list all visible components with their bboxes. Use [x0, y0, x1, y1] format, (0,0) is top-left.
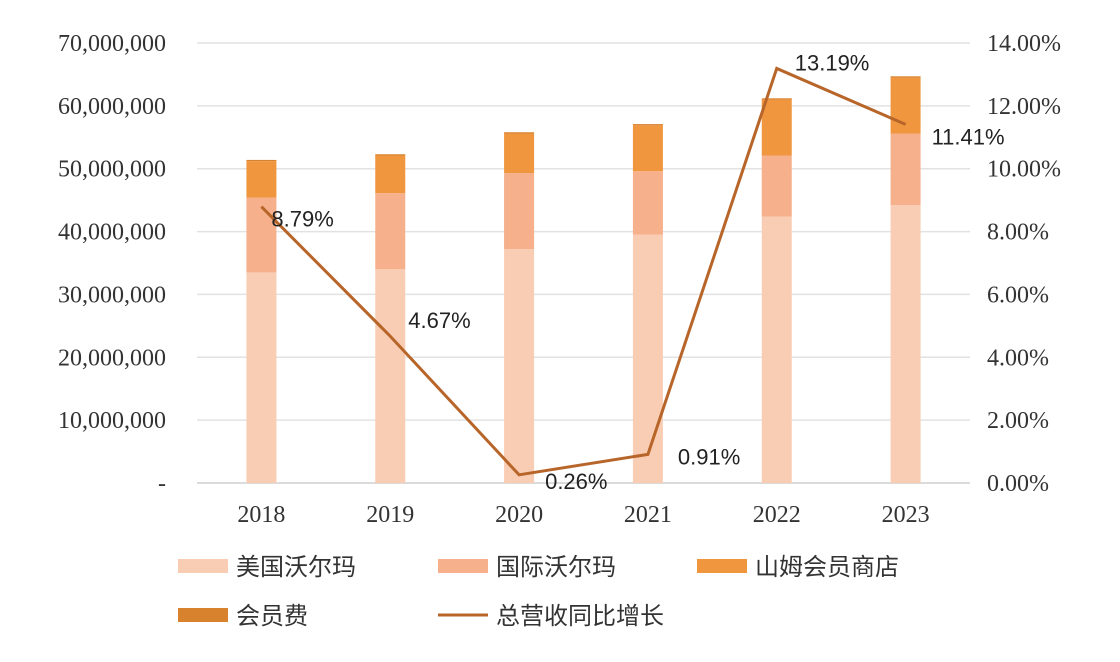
x-axis-tick: 2022	[753, 502, 801, 528]
left-axis-tick: -	[158, 471, 166, 497]
bar-segment	[632, 171, 663, 235]
right-axis-tick: 0.00%	[987, 471, 1049, 497]
legend-swatch	[178, 559, 228, 573]
right-axis-tick: 4.00%	[987, 345, 1049, 371]
bar-segment	[246, 159, 277, 162]
right-axis-tick: 6.00%	[987, 282, 1049, 308]
data-label: 8.79%	[271, 207, 333, 232]
legend-swatch	[438, 559, 488, 573]
right-axis-tick: 10.00%	[987, 157, 1061, 183]
bar-segment	[504, 132, 535, 134]
right-axis-tick: 12.00%	[987, 94, 1061, 120]
legend-label: 国际沃尔玛	[496, 553, 616, 581]
bar-segment	[761, 216, 792, 483]
bar-segment	[890, 77, 921, 134]
left-axis-tick: 30,000,000	[58, 282, 166, 308]
bar-segment	[890, 133, 921, 206]
bar-segment	[504, 133, 535, 174]
bar-segment	[375, 155, 406, 194]
bar-segment	[761, 98, 792, 100]
legend-label: 会员费	[236, 602, 308, 630]
left-axis-tick: 40,000,000	[58, 220, 166, 246]
bar-segment	[632, 234, 663, 483]
bar-segment	[890, 205, 921, 483]
x-axis-tick: 2019	[366, 502, 414, 528]
left-axis-tick: 50,000,000	[58, 157, 166, 183]
legend-label: 山姆会员商店	[755, 553, 899, 581]
bar-segment	[504, 173, 535, 250]
x-axis-tick: 2021	[624, 502, 672, 528]
bar-segment	[246, 272, 277, 483]
data-label: 4.67%	[408, 308, 470, 333]
data-label: 0.26%	[545, 469, 607, 494]
bar-segment	[761, 155, 792, 217]
legend-swatch	[178, 608, 228, 622]
legend-label: 美国沃尔玛	[236, 553, 356, 581]
bar-segment	[375, 193, 406, 270]
left-axis-tick: 20,000,000	[58, 345, 166, 371]
left-axis-tick: 10,000,000	[58, 408, 166, 434]
legend-swatch	[697, 559, 747, 573]
bar-segment	[375, 154, 406, 156]
bar-segment	[890, 76, 921, 78]
right-axis-tick: 14.00%	[987, 31, 1061, 57]
legend-label: 总营收同比增长	[496, 602, 664, 630]
data-label: 13.19%	[795, 50, 870, 75]
bar-segment	[504, 249, 535, 483]
bar-segment	[632, 124, 663, 126]
bar-segment	[375, 269, 406, 483]
right-axis-tick: 8.00%	[987, 220, 1049, 246]
x-axis-tick: 2020	[495, 502, 543, 528]
data-label: 11.41%	[932, 124, 1005, 149]
data-label: 0.91%	[678, 444, 740, 469]
bar-segment	[761, 99, 792, 156]
bar-segment	[246, 197, 277, 273]
right-axis-tick: 2.00%	[987, 408, 1049, 434]
x-axis-tick: 2023	[882, 502, 930, 528]
x-axis-tick: 2018	[237, 502, 285, 528]
bar-segment	[246, 161, 277, 198]
left-axis-tick: 60,000,000	[58, 94, 166, 120]
left-axis-tick: 70,000,000	[58, 31, 166, 57]
growth-line	[260, 66, 907, 477]
bar-segment	[632, 125, 663, 172]
